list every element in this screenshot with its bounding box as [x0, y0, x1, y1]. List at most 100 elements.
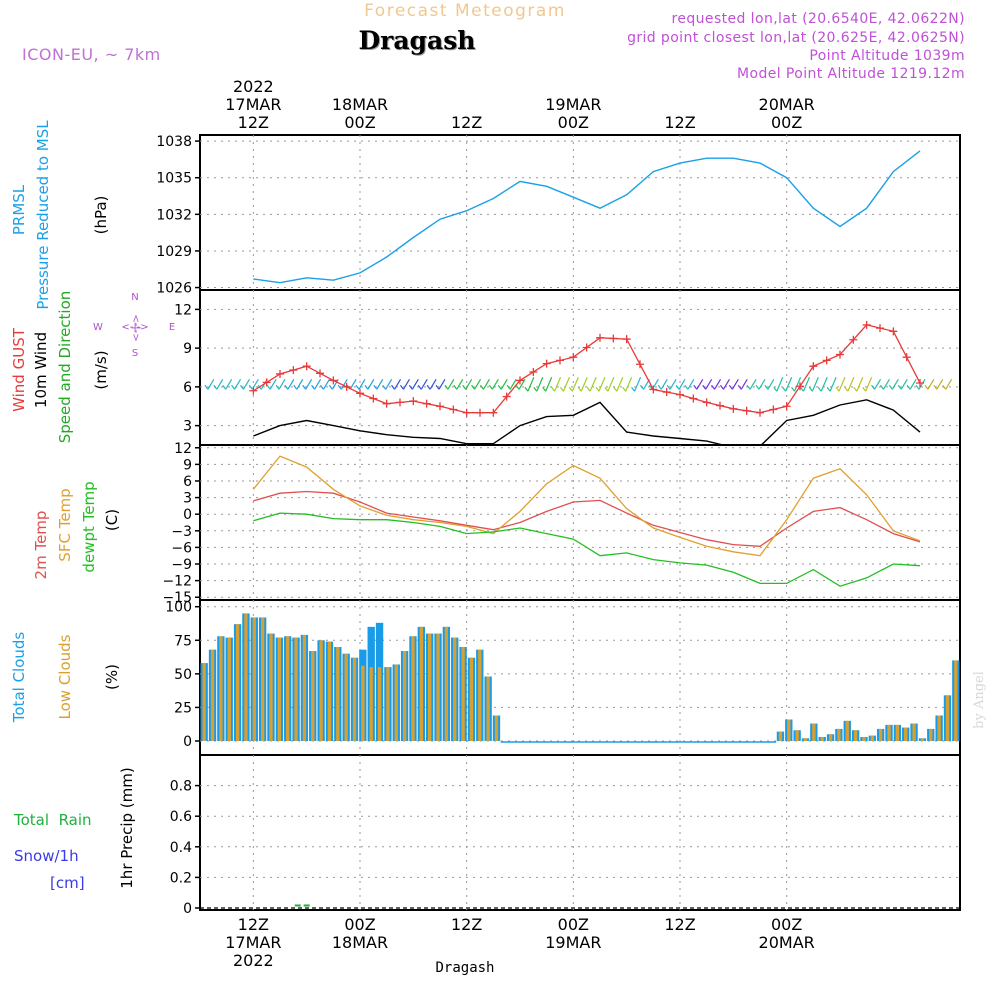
sfc-temp-line [252, 455, 921, 557]
wind-gust-marker [769, 405, 778, 414]
wind-direction-arrow [936, 378, 944, 390]
top-time-label: 18MAR [332, 95, 388, 114]
wind-gust-marker [329, 376, 338, 385]
wind-direction-arrow-head [231, 384, 236, 390]
low-cloud-bar [402, 651, 407, 741]
wind-direction-arrow [491, 378, 499, 390]
top-time-label: 12Z [451, 113, 482, 132]
low-cloud-bar [269, 633, 273, 741]
wind-direction-arrow-head [666, 384, 671, 390]
wind-direction-arrow-head [266, 384, 271, 390]
wind-direction-arrow [536, 377, 544, 392]
wind-direction-arrow [420, 378, 428, 390]
wind-direction-arrow-head [782, 386, 787, 392]
prmsl-label: PRMSL [10, 184, 28, 235]
y-tick-label: 9 [183, 341, 192, 357]
top-time-label: 00Z [344, 113, 375, 132]
top-time-label: 00Z [558, 113, 589, 132]
bottom-time-label: 17MAR [225, 933, 281, 952]
wind-direction-arrow [349, 378, 357, 390]
y-tick-label: 12 [174, 302, 192, 318]
wind-direction-arrow [767, 378, 775, 390]
y-tick-label: 1029 [156, 244, 192, 260]
wind-gust-marker [529, 368, 538, 377]
wind-direction-arrow-head [657, 384, 662, 390]
low-cloud-bar [244, 613, 248, 741]
prmsl-line [253, 150, 921, 284]
pressure-panel: 1026 1029 1032 1035 1038 [156, 134, 961, 297]
wind-direction-arrow [776, 377, 784, 392]
wind-direction-arrow [225, 378, 233, 390]
wind-direction-arrow-head [897, 384, 902, 390]
low-cloud-bar [478, 649, 482, 741]
low-cloud-bar [469, 657, 474, 741]
low-cloud-bar [929, 728, 933, 741]
y-tick-label: 25 [174, 700, 192, 716]
wind-gust-marker [569, 353, 578, 362]
wind-direction-arrow-head [302, 384, 307, 390]
wind-direction-arrow-head [693, 384, 698, 390]
wind-direction-arrow-head [408, 384, 413, 390]
low-cloud-bar [327, 641, 332, 741]
top-time-label: 20MAR [759, 95, 815, 114]
bottom-time-label: 00Z [771, 915, 802, 934]
y-tick-label: −3 [171, 524, 192, 540]
wind-direction-arrow-head [853, 386, 858, 392]
bottom-time-label: 12Z [451, 915, 482, 934]
wind-direction-arrow [500, 378, 508, 390]
wind-direction-arrow [758, 378, 766, 390]
wind-direction-arrow [722, 378, 730, 390]
low-cloud-bar [344, 653, 348, 741]
wind-direction-arrow-head [933, 384, 938, 390]
wind-direction-arrow-head [719, 384, 724, 390]
wind-gust-marker [516, 376, 524, 385]
wind-direction-arrow [918, 378, 926, 390]
low-cloud-bar [828, 734, 833, 741]
wind-gust-marker [436, 402, 444, 411]
low-cloud-bar [787, 719, 791, 741]
wind-direction-arrow-head [542, 386, 547, 392]
wind-gust-marker [702, 398, 711, 407]
wind-direction-arrow [900, 378, 908, 390]
low-cloud-bar [954, 660, 958, 741]
clouds-panel: 0 25 50 75 100 [165, 599, 961, 756]
wind-direction-arrow-head [622, 386, 627, 392]
y-tick-label: 1026 [156, 281, 192, 297]
precip-panel: 0 0.2 0.4 0.6 0.8 [170, 754, 961, 917]
wind-direction-arrow-head [711, 384, 716, 390]
wind-direction-arrow [545, 377, 553, 392]
low-cloud-bar [436, 633, 440, 741]
y-tick-label: −12 [162, 574, 192, 590]
bottom-time-label: 12Z [664, 915, 695, 934]
wind-gust-marker [916, 379, 924, 387]
wind-direction-arrow [660, 378, 668, 390]
wind-direction-label: Speed and Direction [56, 291, 74, 444]
wind-direction-arrow-head [613, 386, 618, 392]
y-tick-label: 12 [174, 441, 192, 457]
grid-point-coords: grid point closest lon,lat (20.625E, 42.… [627, 30, 965, 46]
wind-direction-arrow-head [382, 384, 387, 390]
low-cloud-bar [369, 667, 373, 741]
y-tick-label: 0 [183, 901, 192, 917]
low-cloud-bar [920, 738, 925, 741]
y-tick-label: 6 [183, 474, 192, 490]
wind-direction-arrow-head [631, 386, 636, 392]
pressure-msl-label: Pressure Reduced to MSL [34, 120, 52, 310]
wind-gust-marker [542, 359, 551, 368]
low-cloud-bar [352, 657, 357, 741]
wind-direction-arrow-head [204, 384, 209, 390]
wind-direction-arrow [891, 378, 899, 390]
wind-gust-marker [356, 389, 364, 398]
wind-gust-marker [649, 385, 658, 394]
compass-w: W [93, 322, 103, 333]
wind-gust-marker [422, 399, 431, 408]
wind-direction-arrow [794, 377, 802, 392]
low-cloud-bar [444, 626, 449, 741]
wind-gust-marker [409, 397, 418, 406]
wind-direction-arrow [216, 378, 224, 390]
wind-speed-line [253, 399, 921, 449]
wind-direction-arrow-head [764, 384, 769, 390]
low-cloud-bar [904, 727, 908, 741]
wind-direction-arrow [847, 377, 855, 392]
low-cloud-bar [461, 647, 465, 741]
